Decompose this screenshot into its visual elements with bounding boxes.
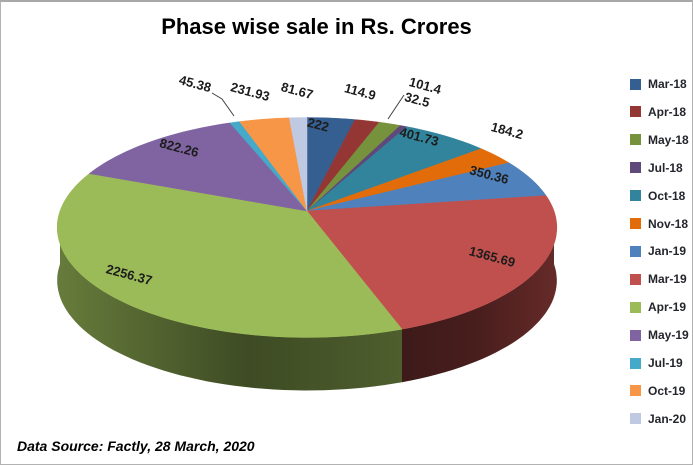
pie-slice-mar-19 xyxy=(306,195,558,330)
legend-item-oct-19: Oct-19 xyxy=(630,384,685,398)
legend-label: Mar-18 xyxy=(648,77,687,91)
legend-label: May-18 xyxy=(648,132,689,147)
data-label-mar-18: 222 xyxy=(306,115,331,135)
data-label-jan-20: 81.67 xyxy=(280,79,315,102)
legend-label: Oct-18 xyxy=(648,188,686,203)
leader-line-may-18 xyxy=(387,94,405,120)
legend-label: Jan-19 xyxy=(648,244,687,259)
legend-color-swatch xyxy=(630,245,641,257)
legend-item-mar-19: Mar-19 xyxy=(630,272,687,286)
pie-slice-oct-18 xyxy=(306,126,482,212)
data-label-nov-18: 184.2 xyxy=(490,119,525,142)
pie-slice-oct-19 xyxy=(239,117,308,212)
leader-line-jul-19 xyxy=(211,92,235,117)
legend-label: Nov-18 xyxy=(648,216,689,231)
legend-color-swatch xyxy=(630,385,641,397)
pie-side-mar-19 xyxy=(402,211,557,383)
legend-item-jul-19: Jul-19 xyxy=(630,356,683,370)
legend-label: May-19 xyxy=(648,328,689,343)
legend-item-apr-19: Apr-19 xyxy=(630,300,686,314)
legend-label: Oct-19 xyxy=(648,383,686,398)
pie-side-apr-19 xyxy=(57,211,402,391)
legend-item-may-18: May-18 xyxy=(630,133,689,147)
legend-label: Jan-20 xyxy=(648,411,687,426)
pie-side-walls xyxy=(57,211,557,391)
legend-color-swatch xyxy=(630,301,641,313)
legend-item-apr-18: Apr-18 xyxy=(630,105,686,119)
legend-item-may-19: May-19 xyxy=(630,328,689,342)
legend-item-oct-18: Oct-18 xyxy=(630,189,685,203)
legend-label: Mar-19 xyxy=(648,272,687,287)
pie-slice-apr-19 xyxy=(56,173,403,338)
chart-title: Phase wise sale in Rs. Crores xyxy=(161,14,472,39)
legend-color-swatch xyxy=(630,190,641,202)
data-source-note: Data Source: Factly, 28 March, 2020 xyxy=(17,438,255,454)
legend-color-swatch xyxy=(630,413,641,425)
legend-color-swatch xyxy=(630,329,641,341)
pie-slices xyxy=(56,117,558,338)
data-label-oct-19: 231.93 xyxy=(229,79,271,104)
legend-color-swatch xyxy=(630,357,641,369)
data-label-jul-19: 45.38 xyxy=(178,72,213,95)
legend-item-jan-20: Jan-20 xyxy=(630,412,686,426)
legend-label: Jul-18 xyxy=(648,160,683,175)
legend-label: Apr-19 xyxy=(648,300,687,315)
legend-color-swatch xyxy=(630,134,641,146)
legend-color-swatch xyxy=(630,78,641,90)
legend-item-nov-18: Nov-18 xyxy=(630,217,688,231)
legend: Mar-18 Apr-18 May-18 Jul-18 Oct-18 Nov-18 Jan-… xyxy=(630,0,692,465)
legend-item-jan-19: Jan-19 xyxy=(630,244,686,258)
legend-item-mar-18: Mar-18 xyxy=(630,77,687,91)
legend-color-swatch xyxy=(630,218,641,229)
pie-slice-may-19 xyxy=(88,122,308,212)
legend-label: Jul-19 xyxy=(648,356,683,370)
data-label-jul-18: 32.5 xyxy=(403,89,431,110)
pie-slice-nov-18 xyxy=(306,148,510,212)
legend-color-swatch xyxy=(630,273,641,285)
pie-slice-jan-19 xyxy=(306,162,547,212)
legend-color-swatch xyxy=(630,106,641,118)
pie-slice-jan-20 xyxy=(288,117,308,212)
data-label-apr-18: 114.9 xyxy=(343,80,378,103)
legend-color-swatch xyxy=(630,162,641,174)
legend-item-jul-18: Jul-18 xyxy=(630,161,683,175)
legend-label: Apr-18 xyxy=(648,104,687,119)
